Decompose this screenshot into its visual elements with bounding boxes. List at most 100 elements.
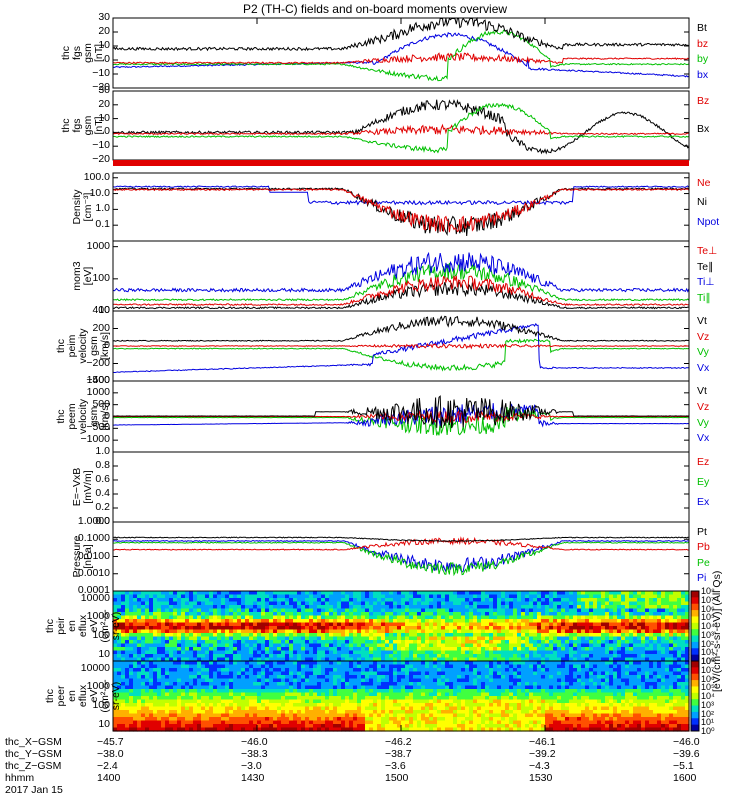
heatmap-cell <box>305 608 310 613</box>
heatmap-cell <box>613 654 618 659</box>
heatmap-cell <box>517 647 522 652</box>
heatmap-cell <box>573 615 578 620</box>
heatmap-cell <box>277 605 282 610</box>
heatmap-cell <box>629 647 634 652</box>
heatmap-cell <box>661 629 666 634</box>
heatmap-cell <box>489 668 494 673</box>
heatmap-cell <box>441 633 446 638</box>
heatmap-cell <box>405 727 410 732</box>
heatmap-cell <box>261 657 266 662</box>
heatmap-cell <box>477 685 482 690</box>
heatmap-cell <box>185 713 190 718</box>
heatmap-cell <box>237 657 242 662</box>
heatmap-cell <box>477 633 482 638</box>
heatmap-cell <box>217 612 222 617</box>
heatmap-cell <box>453 682 458 687</box>
heatmap-cell <box>457 643 462 648</box>
heatmap-cell <box>309 626 314 631</box>
heatmap-cell <box>265 615 270 620</box>
heatmap-cell <box>465 619 470 624</box>
heatmap-cell <box>425 724 430 729</box>
heatmap-cell <box>485 619 490 624</box>
heatmap-cell <box>221 633 226 638</box>
heatmap-cell <box>361 633 366 638</box>
heatmap-cell <box>369 601 374 606</box>
heatmap-cell <box>197 591 202 596</box>
heatmap-cell <box>293 619 298 624</box>
heatmap-cell <box>541 605 546 610</box>
heatmap-cell <box>401 636 406 641</box>
heatmap-cell <box>369 650 374 655</box>
heatmap-cell <box>117 615 122 620</box>
heatmap-cell <box>509 622 514 627</box>
series-by <box>112 29 690 82</box>
heatmap-cell <box>389 657 394 662</box>
heatmap-cell <box>485 713 490 718</box>
heatmap-cell <box>349 594 354 599</box>
heatmap-cell <box>241 706 246 711</box>
heatmap-cell <box>181 720 186 725</box>
heatmap-cell <box>589 647 594 652</box>
heatmap-cell <box>413 654 418 659</box>
heatmap-cell <box>401 633 406 638</box>
heatmap-cell <box>293 626 298 631</box>
heatmap-cell <box>489 717 494 722</box>
heatmap-cell <box>565 647 570 652</box>
heatmap-cell <box>481 685 486 690</box>
heatmap-cell <box>373 612 378 617</box>
heatmap-cell <box>377 671 382 676</box>
heatmap-cell <box>233 615 238 620</box>
heatmap-cell <box>181 619 186 624</box>
heatmap-cell <box>229 720 234 725</box>
heatmap-cell <box>201 675 206 680</box>
heatmap-cell <box>125 612 130 617</box>
heatmap-cell <box>353 668 358 673</box>
heatmap-cell <box>521 612 526 617</box>
heatmap-cell <box>141 622 146 627</box>
heatmap-cell <box>153 601 158 606</box>
heatmap-cell <box>209 664 214 669</box>
heatmap-cell <box>285 615 290 620</box>
heatmap-cell <box>341 591 346 596</box>
heatmap-cell <box>381 622 386 627</box>
heatmap-cell <box>269 594 274 599</box>
heatmap-cell <box>633 591 638 596</box>
heatmap-cell <box>165 710 170 715</box>
heatmap-cell <box>153 633 158 638</box>
heatmap-cell <box>441 657 446 662</box>
heatmap-cell <box>177 664 182 669</box>
heatmap-cell <box>381 629 386 634</box>
heatmap-cell <box>333 657 338 662</box>
heatmap-cell <box>381 598 386 603</box>
heatmap-cell <box>481 647 486 652</box>
heatmap-cell <box>141 664 146 669</box>
heatmap-cell <box>589 629 594 634</box>
heatmap-cell <box>249 612 254 617</box>
heatmap-cell <box>585 605 590 610</box>
heatmap-cell <box>513 647 518 652</box>
heatmap-cell <box>453 615 458 620</box>
heatmap-cell <box>549 650 554 655</box>
heatmap-cell <box>213 703 218 708</box>
heatmap-cell <box>501 689 506 694</box>
heatmap-cell <box>369 713 374 718</box>
heatmap-cell <box>405 601 410 606</box>
heatmap-cell <box>473 608 478 613</box>
heatmap-cell <box>629 594 634 599</box>
heatmap-cell <box>401 703 406 708</box>
heatmap-cell <box>525 692 530 697</box>
heatmap-cell <box>661 647 666 652</box>
heatmap-cell <box>337 720 342 725</box>
heatmap-cell <box>417 713 422 718</box>
heatmap-cell <box>517 629 522 634</box>
heatmap-cell <box>565 654 570 659</box>
heatmap-cell <box>273 668 278 673</box>
heatmap-cell <box>121 661 126 666</box>
heatmap-cell <box>205 727 210 732</box>
heatmap-cell <box>505 657 510 662</box>
heatmap-cell <box>545 654 550 659</box>
heatmap-cell <box>229 717 234 722</box>
heatmap-cell <box>373 636 378 641</box>
heatmap-cell <box>269 636 274 641</box>
heatmap-cell <box>281 692 286 697</box>
